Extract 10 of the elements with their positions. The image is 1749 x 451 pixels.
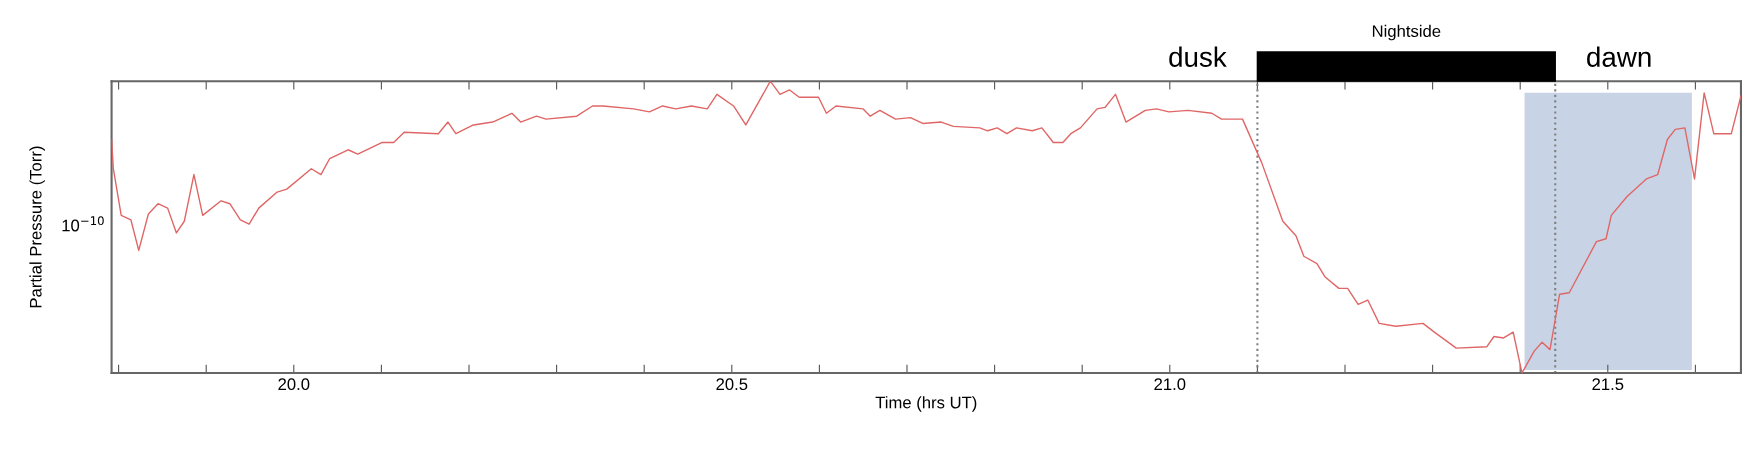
y-axis-title: Partial Pressure (Torr) (29, 146, 45, 308)
text: 10$^{−10}$ (62, 216, 104, 232)
x-tick-label: 20.5 (716, 378, 748, 391)
x-tick-label: 21.0 (1154, 378, 1186, 391)
text: Nightside (1372, 24, 1441, 41)
x-tick-label: 20.0 (278, 378, 310, 391)
x-tick-label: 21.5 (1592, 378, 1624, 391)
x-axis-title: Time (hrs UT) (875, 396, 977, 412)
text: dusk (1169, 46, 1227, 67)
text: dawn (1587, 46, 1651, 67)
